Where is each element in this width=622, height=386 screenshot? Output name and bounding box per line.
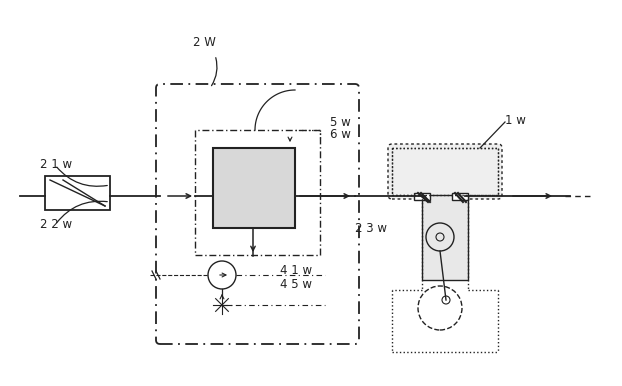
Bar [213,148,295,228]
Bar [414,193,430,200]
Bar [45,176,110,210]
Bar [452,193,468,200]
Text: 6 w: 6 w [330,129,351,142]
Text: 5 w: 5 w [330,115,351,129]
Text: 2 1 w: 2 1 w [40,159,72,171]
FancyBboxPatch shape [388,144,502,199]
Text: 1 w: 1 w [505,113,526,127]
Bar [422,195,468,280]
Text: 2 W: 2 W [193,36,216,49]
Text: 2 3 w: 2 3 w [355,222,387,235]
Text: 4 5 w: 4 5 w [280,278,312,291]
Text: 2 2 w: 2 2 w [40,218,72,232]
Text: 4 1 w: 4 1 w [280,264,312,276]
Bar [195,130,320,255]
